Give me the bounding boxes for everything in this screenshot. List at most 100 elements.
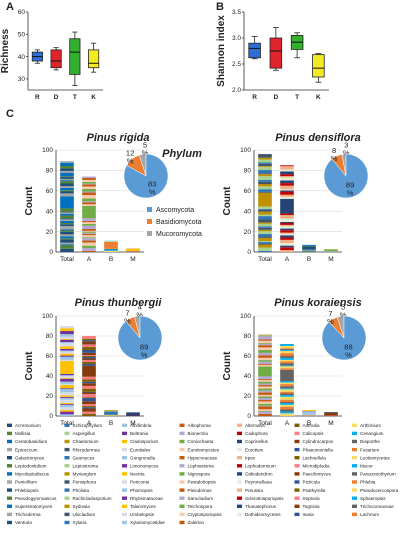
bar-segment (258, 343, 272, 344)
bar-segment (82, 198, 96, 202)
bar-segment (60, 166, 74, 169)
bar-segment (82, 376, 96, 380)
genus-label: Peniophora (73, 480, 97, 485)
bar-segment (60, 348, 74, 351)
genus-swatch (122, 512, 127, 517)
genus-swatch (237, 423, 242, 427)
bar-segment (82, 233, 96, 236)
genus-label: Calicopsis (303, 431, 325, 436)
y-tick-label: 100 (42, 147, 53, 154)
bar-segment (82, 181, 96, 184)
bar-segment (280, 176, 294, 178)
y-tick-label: 30 (18, 76, 26, 83)
genus-label: Phomopsis (130, 488, 153, 493)
genus-label: Trichoderma (15, 512, 41, 517)
genus-swatch (179, 472, 185, 476)
y-tick-label: 3.0 (232, 35, 241, 42)
pie-label-line: 5 (341, 303, 345, 312)
genus-swatch (122, 447, 127, 452)
bar-segment (60, 377, 74, 379)
bar-segment (60, 212, 74, 215)
pie-slice (321, 315, 367, 361)
bar-segment (258, 219, 272, 223)
bar-segment (280, 391, 294, 394)
bar-segment (302, 411, 316, 415)
bar-segment (60, 388, 74, 389)
bar-M (324, 248, 338, 252)
genus-label: Gongronella (130, 455, 155, 460)
pie-label-line: 83 (148, 179, 156, 188)
bar-segment (258, 336, 272, 340)
genus-swatch (294, 472, 300, 476)
bar-segment (258, 166, 272, 171)
bar-segment (258, 406, 272, 410)
pie-label-line: % (149, 187, 156, 196)
genus-label: Dothideomycetes (245, 512, 281, 517)
bar-segment (60, 339, 74, 342)
genus-label: Phlebia (360, 480, 376, 485)
genus-swatch (352, 480, 357, 484)
bar-segment (82, 248, 96, 251)
genus-label: Leptostroma (73, 464, 99, 469)
genus-swatch (352, 456, 357, 460)
legend-swatch (147, 207, 152, 212)
genus-label: Pholiota (73, 488, 90, 493)
bar-segment (258, 364, 272, 365)
x-tick-label: T (295, 94, 299, 101)
phylum-pie: 7 %4 %89% (117, 302, 163, 361)
genus-label: Arthrinium (360, 423, 381, 428)
genus-swatch (179, 464, 185, 468)
bar-segment (126, 247, 140, 249)
genus-swatch (122, 520, 127, 525)
bar-segment (82, 381, 96, 384)
bar-segment (60, 226, 74, 230)
bar-segment (258, 181, 272, 185)
bar-segment (60, 343, 74, 347)
bar-segment (258, 191, 272, 193)
x-tick-label: Total (60, 420, 74, 427)
genus-label: Superstratomyces (15, 504, 53, 509)
bar-segment (82, 360, 96, 362)
bar-chart-2: Pinus densiflora 0 20 40 60 80 100 Count Total A B… (222, 132, 369, 263)
bar-segment (258, 413, 272, 416)
bar-segment (82, 218, 96, 221)
bar-segment (258, 345, 272, 348)
bar-segment (280, 226, 294, 229)
bar-segment (258, 186, 272, 190)
bar-segment (60, 411, 74, 415)
pie-label: 83% (148, 179, 156, 196)
y-tick-label: 60 (18, 9, 26, 16)
bar-A (280, 344, 294, 416)
bar-segment (60, 214, 74, 216)
genus-label: Schizophyllum (73, 423, 103, 428)
x-tick-label: B (109, 420, 113, 427)
genus-label: Sphaeropsis (360, 496, 386, 501)
bar-segment (258, 222, 272, 224)
bar-segment (82, 191, 96, 193)
pie-label-line: % (331, 154, 338, 163)
box-R (248, 42, 261, 59)
genus-label: Talaromyces (130, 504, 156, 509)
genus-swatch (179, 423, 185, 427)
bar-segment (280, 165, 294, 167)
pie-label-line: 88 (344, 342, 352, 351)
genus-label: Pseudogymnoascus (15, 496, 57, 501)
bar-segment (60, 378, 74, 382)
bar-segment (60, 162, 74, 167)
genus-swatch (64, 439, 70, 444)
y-tick-label: 20 (46, 229, 54, 236)
bar-segment (258, 242, 272, 244)
bar-segment (82, 223, 96, 226)
bar-M (126, 247, 140, 252)
bar-segment (60, 234, 74, 237)
genus-swatch (237, 512, 242, 517)
genus-swatch (7, 504, 12, 508)
bar-segment (82, 394, 96, 398)
bar-segment (280, 245, 294, 248)
box-D (269, 37, 283, 69)
bar-segment (60, 168, 74, 171)
bar-segment (280, 393, 294, 396)
bar-segment (82, 179, 96, 182)
bar-segment (60, 328, 74, 332)
bar-segment (82, 222, 96, 224)
